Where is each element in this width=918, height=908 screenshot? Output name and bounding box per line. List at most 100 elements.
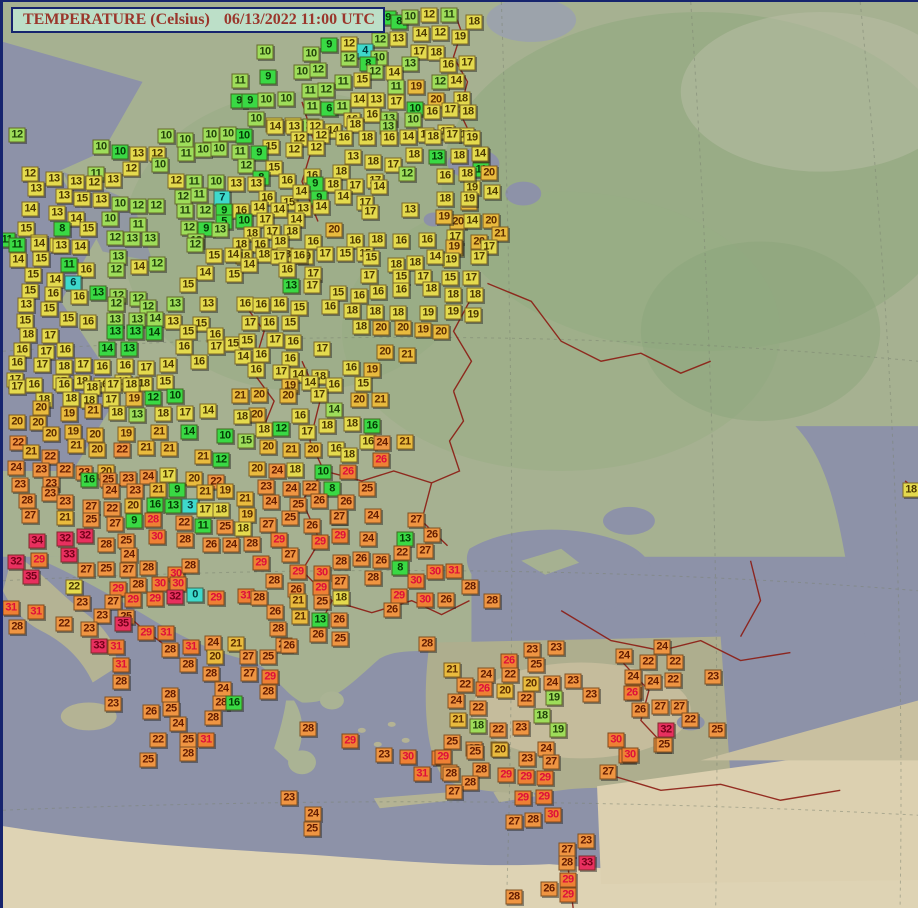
- temp-label: 10: [257, 92, 275, 108]
- temp-label: 28: [418, 636, 436, 652]
- temp-label: 22: [175, 515, 193, 531]
- temp-label: 29: [559, 887, 577, 903]
- temp-label: 23: [564, 673, 582, 689]
- temp-label: 23: [32, 462, 50, 478]
- temp-label: 18: [234, 521, 252, 537]
- temp-label: 15: [362, 250, 380, 266]
- temp-label: 14: [71, 239, 89, 255]
- temp-label: 17: [303, 278, 321, 294]
- temp-label: 31: [107, 639, 125, 655]
- temp-label: 11: [440, 7, 458, 23]
- temp-label: 14: [483, 184, 501, 200]
- temp-label: 15: [179, 324, 197, 340]
- temp-label: 18: [62, 391, 80, 407]
- temp-label: 22: [664, 672, 682, 688]
- temp-label: 17: [33, 357, 51, 373]
- temp-label: 21: [150, 424, 168, 440]
- temp-label: 18: [343, 303, 361, 319]
- temp-label: 20: [32, 400, 50, 416]
- temp-label: 15: [354, 376, 372, 392]
- temp-label: 17: [443, 127, 461, 143]
- temp-label: 21: [291, 609, 309, 625]
- temp-label: 23: [523, 642, 541, 658]
- temp-label: 20: [259, 439, 277, 455]
- temp-label: 12: [167, 173, 185, 189]
- temp-label: 29: [331, 528, 349, 544]
- temp-label: 23: [582, 687, 600, 703]
- temp-label: 28: [269, 621, 287, 637]
- temp-label: 29: [137, 625, 155, 641]
- temp-label: 16: [79, 314, 97, 330]
- temp-label: 22: [666, 654, 684, 670]
- temp-label: 29: [390, 588, 408, 604]
- temp-label: 20: [376, 344, 394, 360]
- temp-label: 29: [434, 749, 452, 765]
- temp-label: 19: [549, 722, 567, 738]
- temp-label: 18: [427, 45, 445, 61]
- temp-label: 8: [53, 221, 71, 237]
- temp-label: 28: [442, 766, 460, 782]
- temp-label: 13: [128, 407, 146, 423]
- temp-label: 9: [259, 69, 277, 85]
- temp-label: 27: [445, 784, 463, 800]
- temp-label: 32: [657, 722, 675, 738]
- temp-label: 15: [237, 433, 255, 449]
- temp-label: 20: [88, 442, 106, 458]
- temp-label: 16: [304, 234, 322, 250]
- temp-label: 30: [416, 592, 434, 608]
- temp-label: 10: [202, 127, 220, 143]
- temp-label: 16: [8, 355, 26, 371]
- temp-label: 18: [368, 232, 386, 248]
- temp-label: 28: [129, 577, 147, 593]
- temp-label: 17: [298, 424, 316, 440]
- temp-label: 24: [139, 469, 157, 485]
- temp-label: 23: [512, 720, 530, 736]
- temp-label: 26: [142, 704, 160, 720]
- temp-label: 28: [204, 710, 222, 726]
- temp-label: 15: [79, 221, 97, 237]
- temp-label: 28: [161, 687, 179, 703]
- temp-label: 28: [179, 657, 197, 673]
- temp-label: 14: [145, 325, 163, 341]
- temp-label: 21: [67, 438, 85, 454]
- temp-label: 12: [237, 158, 255, 174]
- temp-label: 10: [111, 144, 129, 160]
- temp-label: 13: [45, 171, 63, 187]
- temp-label: 28: [461, 579, 479, 595]
- temp-label: 10: [314, 464, 332, 480]
- temp-label: 15: [32, 251, 50, 267]
- temp-label: 16: [252, 297, 270, 313]
- temp-label: 29: [270, 532, 288, 548]
- temp-label: 22: [9, 435, 27, 451]
- temp-label: 16: [225, 695, 243, 711]
- temp-label: 24: [204, 635, 222, 651]
- temp-label: 14: [224, 247, 242, 263]
- temp-label: 24: [477, 667, 495, 683]
- temp-label: 27: [77, 562, 95, 578]
- temp-label: 20: [86, 427, 104, 443]
- temp-label: 19: [445, 239, 463, 255]
- temp-label: 27: [119, 562, 137, 578]
- temp-label: 14: [334, 189, 352, 205]
- temp-label: 14: [471, 146, 489, 162]
- temp-label: 23: [73, 595, 91, 611]
- temp-label: 28: [8, 619, 26, 635]
- temp-label: 27: [106, 516, 124, 532]
- temp-label: 28: [250, 590, 268, 606]
- temp-label: 11: [334, 74, 352, 90]
- temp-label: 18: [19, 327, 37, 343]
- temp-label: 23: [56, 494, 74, 510]
- temp-label: 12: [196, 203, 214, 219]
- temp-label: 26: [631, 702, 649, 718]
- temp-label: 26: [500, 653, 518, 669]
- temp-label: 16: [363, 107, 381, 123]
- temp-label: 9: [168, 482, 186, 498]
- temp-label: 29: [536, 770, 554, 786]
- temp-label: 25: [358, 481, 376, 497]
- temp-label: 14: [250, 200, 268, 216]
- temp-label: 14: [199, 403, 217, 419]
- temp-label: 15: [179, 277, 197, 293]
- temp-label: 24: [615, 648, 633, 664]
- temp-label: 20: [185, 471, 203, 487]
- temp-label: 21: [491, 226, 509, 242]
